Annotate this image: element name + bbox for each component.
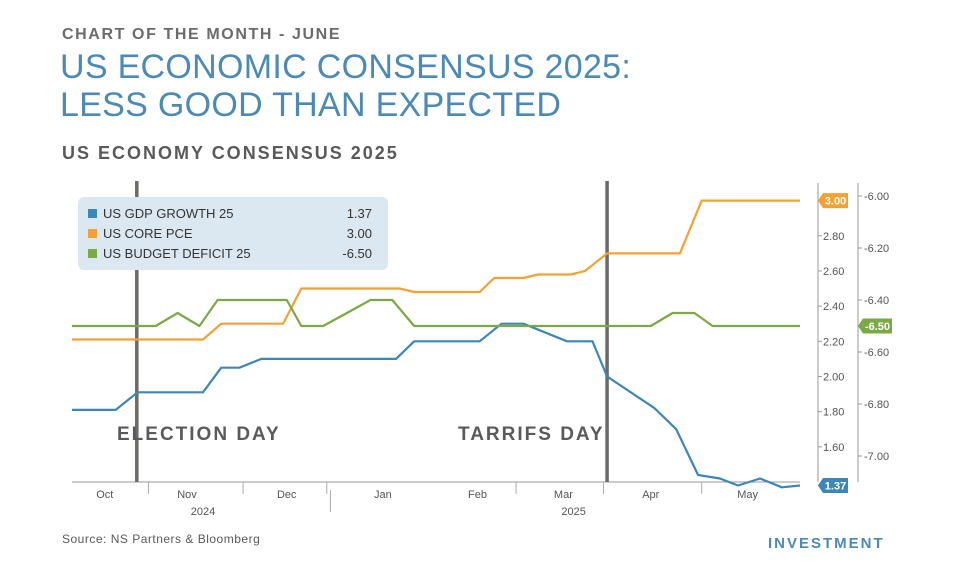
budget-deficit-line [72,298,800,328]
brand-logo-text: INVESTMENT [768,535,885,552]
y-right-tick-label: -6.40 [864,295,889,307]
legend-entry-value: 1.37 [347,206,372,221]
y-right-tick-label: -6.60 [864,347,889,359]
y-right-tick-label: -6.00 [864,191,889,203]
legend-entry-name: US BUDGET DEFICIT 25 [103,246,251,261]
x-tick-label: Oct [96,489,113,501]
y-left-tick-label: 2.00 [823,371,844,383]
gdp-growth-line [72,322,801,489]
x-tick-label: Dec [277,489,297,501]
legend-swatch [88,229,97,238]
event-label-tarrifs-day: TARRIFS DAY [458,424,605,445]
y-right-tick-label: -6.20 [864,243,889,255]
y-right-tick-label: -7.00 [864,451,889,463]
badge-shape [818,193,848,209]
end-value-badge-budget-deficit: -6.50 [858,318,892,334]
legend: US GDP GROWTH 25 1.37 US CORE PCE 3.00 US BU… [78,197,388,270]
x-tick-label: Apr [642,489,659,501]
y-right-tick-label: -6.80 [864,399,889,411]
end-value-badge-gdp-growth: 1.37 [818,478,848,494]
y-left-tick-label: 2.80 [823,231,844,243]
y-left-tick-label: 2.20 [823,336,844,348]
x-tick-label: Feb [468,489,487,501]
core-pce-line [72,199,800,341]
y-left-tick-label: 2.40 [823,301,844,313]
badge-shape [858,318,892,334]
badge-value: -6.50 [865,321,890,333]
end-value-badge-core-pce: 3.00 [818,193,848,209]
x-year-label: 2024 [191,506,215,518]
legend-entry-name: US CORE PCE [103,226,193,241]
headline-line-2: LESS GOOD THAN EXPECTED [60,86,562,124]
chart-subtitle: US ECONOMY CONSENSUS 2025 [62,143,399,163]
legend-entry-value: -6.50 [342,246,372,261]
legend-swatch [88,209,97,218]
x-tick-label: Mar [554,489,573,501]
x-tick-label: May [737,489,758,501]
headline: US ECONOMIC CONSENSUS 2025: LESS GOOD TH… [60,48,631,124]
x-year-label: 2025 [561,506,585,518]
y-left-tick-label: 1.80 [823,407,844,419]
headline-line-1: US ECONOMIC CONSENSUS 2025: [60,48,632,86]
kicker: CHART OF THE MONTH - JUNE [62,26,342,43]
y-left-tick-label: 1.60 [823,442,844,454]
event-label-election-day: ELECTION DAY [117,424,281,445]
badge-shape [818,478,848,494]
legend-entry-name: US GDP GROWTH 25 [103,206,234,221]
y-left-tick-label: 2.60 [823,266,844,278]
badge-value: 1.37 [825,481,846,493]
legend-entry-value: 3.00 [347,226,372,241]
badge-value: 3.00 [825,196,846,208]
legend-swatch [88,249,97,258]
x-tick-label: Jan [374,489,392,501]
x-tick-label: Nov [177,489,197,501]
source-note: Source: NS Partners & Bloomberg [62,532,261,546]
legend-box [78,197,388,270]
